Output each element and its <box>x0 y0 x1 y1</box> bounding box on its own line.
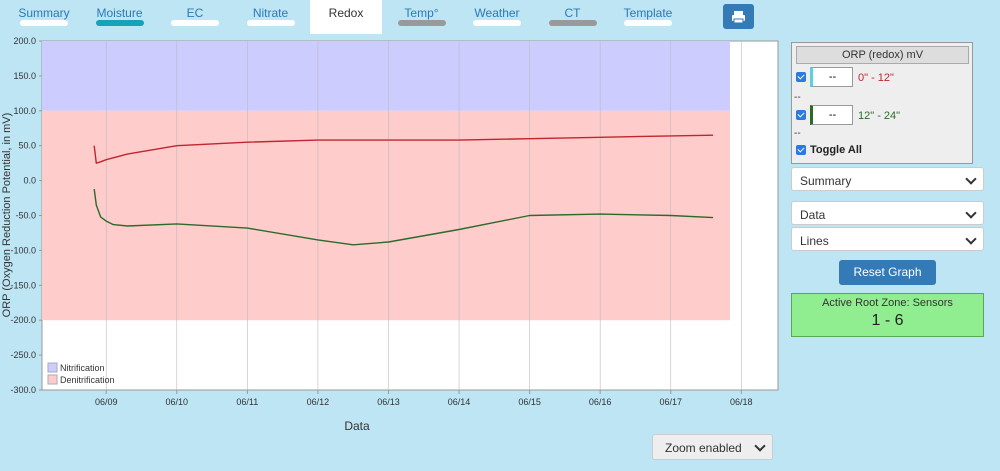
reset-button[interactable]: Reset Graph <box>839 260 936 285</box>
y-tick-label: -100.0 <box>10 245 36 255</box>
band <box>42 41 731 111</box>
print-button[interactable] <box>723 4 754 29</box>
toggle-label[interactable]: Toggle All <box>810 144 862 156</box>
print-icon <box>732 11 745 24</box>
input[interactable]: -- <box>810 105 853 125</box>
tab-label: EC <box>186 6 204 20</box>
legend-swatch <box>47 362 58 373</box>
series-line <box>93 188 714 246</box>
tab[interactable]: Redox <box>310 0 382 34</box>
x-axis-title: Data <box>344 419 370 433</box>
y-tick-label: 200.0 <box>13 36 36 46</box>
tab-indicator <box>246 20 295 26</box>
zone-value: 1 - 6 <box>871 312 904 329</box>
zone-box: Active Root Zone: Sensors 1 - 6 <box>791 293 984 337</box>
tab-label: Redox <box>328 6 364 20</box>
legend-panel: ORP (redox) mV -- 0" - 12" -- -- 12" - 2… <box>791 42 973 164</box>
tab-indicator <box>95 20 144 26</box>
legend-label: Nitrification <box>60 363 105 373</box>
separator: -- <box>794 128 801 139</box>
x-tick-label: 06/17 <box>659 397 682 407</box>
select[interactable]: Summary <box>791 167 984 191</box>
tab-label: Nitrate <box>252 6 289 20</box>
tab[interactable]: CT <box>537 0 609 34</box>
legend-label: Denitrification <box>60 375 115 385</box>
zone-title: Active Root Zone: Sensors <box>822 297 953 309</box>
tab-indicator <box>624 20 672 26</box>
y-tick-label: -50.0 <box>15 211 36 221</box>
x-tick-label: 06/16 <box>589 397 612 407</box>
y-tick-label: -150.0 <box>10 280 36 290</box>
input[interactable]: -- <box>810 67 853 87</box>
checkbox[interactable] <box>796 145 806 155</box>
tab-label: Template <box>623 6 673 20</box>
tab-indicator <box>171 20 219 26</box>
series-label: 0" - 12" <box>858 72 894 84</box>
y-tick-label: -250.0 <box>10 350 36 360</box>
tab-label: Summary <box>18 6 70 20</box>
separator: -- <box>794 92 801 103</box>
y-axis-title: ORP (Oxygen Reduction Potential, in mV) <box>1 113 13 318</box>
checkbox[interactable] <box>796 72 806 82</box>
select[interactable]: Lines <box>791 227 984 251</box>
series-label: 12" - 24" <box>858 110 901 122</box>
x-tick-label: 06/18 <box>730 397 753 407</box>
tab[interactable]: EC <box>159 0 231 34</box>
y-tick-label: -200.0 <box>10 315 36 325</box>
tab-label: Weather <box>474 6 520 20</box>
y-tick-label: 0.0 <box>23 176 36 186</box>
select[interactable]: Data <box>791 201 984 225</box>
legend-swatch <box>47 374 58 385</box>
tab-indicator <box>548 20 597 26</box>
tab-label: Temp° <box>404 6 439 20</box>
panel-title: ORP (redox) mV <box>796 46 969 64</box>
x-tick-label: 06/15 <box>518 397 541 407</box>
tab[interactable]: Temp° <box>386 0 458 34</box>
tab[interactable]: Summary <box>8 0 80 34</box>
tab[interactable]: Nitrate <box>235 0 307 34</box>
tab[interactable]: Weather <box>461 0 533 34</box>
y-tick-label: 100.0 <box>13 106 36 116</box>
x-tick-label: 06/09 <box>95 397 118 407</box>
x-tick-label: 06/12 <box>307 397 330 407</box>
checkbox[interactable] <box>796 110 806 120</box>
tab-label: CT <box>564 6 581 20</box>
x-tick-label: 06/10 <box>166 397 189 407</box>
tab-label: Moisture <box>96 6 143 20</box>
tab-indicator <box>397 20 446 26</box>
x-tick-label: 06/13 <box>377 397 400 407</box>
zoom-select[interactable]: Zoom enabled <box>652 434 773 460</box>
y-tick-label: 150.0 <box>13 71 36 81</box>
tab-indicator <box>20 20 68 26</box>
series-line <box>93 134 714 164</box>
chart: ORP (Oxygen Reduction Potential, in mV) … <box>1 36 779 433</box>
tab-indicator <box>473 20 521 26</box>
x-tick-label: 06/14 <box>448 397 471 407</box>
x-tick-label: 06/11 <box>236 397 258 407</box>
band <box>42 110 731 321</box>
tab[interactable]: Template <box>612 0 684 34</box>
y-tick-label: 50.0 <box>18 141 36 151</box>
y-tick-label: -300.0 <box>10 385 36 395</box>
tab[interactable]: Moisture <box>84 0 156 34</box>
